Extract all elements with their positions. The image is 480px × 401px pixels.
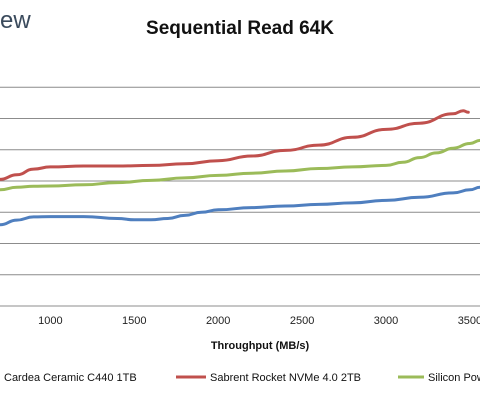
series-line-1 xyxy=(0,109,470,181)
site-logo-text: ew xyxy=(0,7,31,34)
series-line-0 xyxy=(0,185,480,227)
legend-label-2: Silicon Power xyxy=(428,372,480,384)
x-tick-label-5: 3500 xyxy=(458,315,480,327)
x-tick-label-3: 2500 xyxy=(290,315,314,327)
x-tick-label-0: 1000 xyxy=(38,315,62,327)
series-lines xyxy=(0,109,480,227)
x-tick-label-4: 3000 xyxy=(374,315,398,327)
legend-label-1: Sabrent Rocket NVMe 4.0 2TB xyxy=(210,372,361,384)
legend-label-0: Cardea Ceramic C440 1TB xyxy=(4,372,137,384)
x-tick-label-1: 1500 xyxy=(122,315,146,327)
x-axis-title: Throughput (MB/s) xyxy=(211,340,310,352)
grid xyxy=(0,86,480,307)
chart-title: Sequential Read 64K xyxy=(146,18,334,39)
x-axis-ticks: 1000 1500 2000 2500 3000 3500 xyxy=(38,315,480,327)
x-tick-label-2: 2000 xyxy=(206,315,230,327)
legend: Cardea Ceramic C440 1TB Sabrent Rocket NV… xyxy=(4,372,480,384)
series-line-2 xyxy=(0,138,480,192)
